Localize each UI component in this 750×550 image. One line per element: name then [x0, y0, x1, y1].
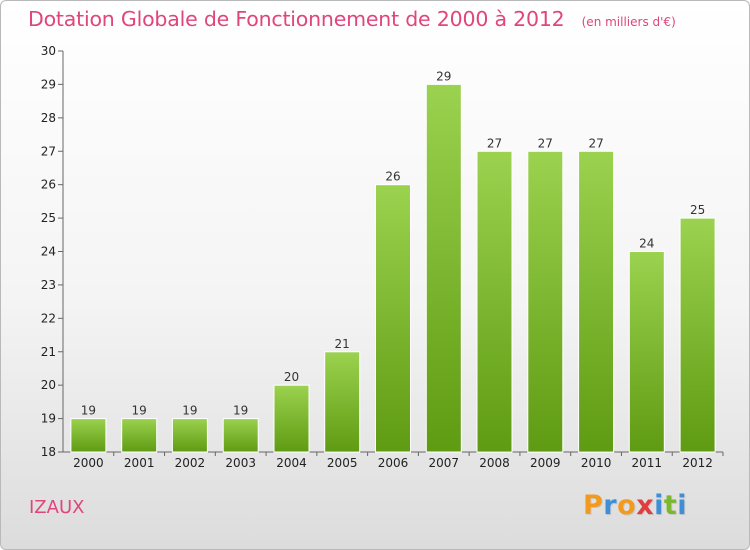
logo-letter: x [636, 490, 655, 521]
proxiti-logo: Proxiti [583, 490, 687, 521]
y-tick-label: 18 [41, 445, 56, 459]
chart-bars [70, 83, 716, 453]
y-tick-label: 30 [41, 44, 56, 58]
x-tick-label: 2010 [581, 456, 612, 470]
data-label: 29 [436, 69, 451, 83]
data-label: 26 [385, 170, 400, 184]
x-tick-label: 2007 [429, 456, 460, 470]
data-label: 19 [132, 404, 147, 418]
bar [578, 150, 615, 453]
data-label: 25 [690, 203, 705, 217]
y-tick-label: 23 [41, 278, 56, 292]
x-tick-label: 2011 [632, 456, 663, 470]
y-tick-label: 19 [41, 412, 56, 426]
chart-axes: 18 19 20 21 22 23 24 25 26 27 28 29 30 [41, 44, 724, 459]
y-tick-label: 27 [41, 144, 56, 158]
logo-letter: i [677, 490, 688, 521]
logo-letter: P [583, 490, 604, 521]
data-label: 27 [538, 136, 553, 150]
bar [222, 418, 259, 453]
y-tick-label: 29 [41, 77, 56, 91]
y-tick-label: 22 [41, 311, 56, 325]
x-tick-label: 2003 [225, 456, 256, 470]
data-label: 20 [284, 370, 299, 384]
bar [273, 384, 310, 453]
data-label: 19 [233, 404, 248, 418]
x-tick-label: 2005 [327, 456, 358, 470]
x-tick-label: 2009 [530, 456, 561, 470]
bar [679, 217, 716, 453]
x-tick-label: 2008 [479, 456, 510, 470]
bar [121, 418, 158, 453]
data-label: 27 [588, 136, 603, 150]
chart-labels: 2000 19 2001 19 2002 19 2003 19 2004 20 2005 21 2006… [73, 69, 713, 470]
bar [375, 184, 411, 453]
y-tick-label: 21 [41, 345, 56, 359]
chart-title-row: Dotation Globale de Fonctionnement de 20… [28, 7, 676, 31]
bar [527, 150, 564, 453]
logo-letter: o [617, 490, 637, 521]
x-tick-label: 2002 [175, 456, 206, 470]
x-tick-label: 2001 [124, 456, 155, 470]
data-label: 19 [182, 404, 197, 418]
logo-letter: i [654, 490, 664, 521]
bar [425, 83, 462, 453]
x-tick-label: 2006 [378, 456, 409, 470]
place-name: IZAUX [29, 497, 85, 518]
data-label: 19 [81, 404, 96, 418]
bar [476, 150, 513, 453]
x-tick-label: 2000 [73, 456, 104, 470]
chart-subtitle: (en milliers d'€) [581, 15, 676, 29]
data-label: 24 [639, 237, 654, 251]
bar [70, 418, 107, 453]
y-tick-label: 20 [41, 378, 56, 392]
logo-letter: t [663, 490, 678, 521]
x-tick-label: 2012 [682, 456, 713, 470]
data-label: 27 [487, 136, 502, 150]
y-tick-label: 26 [41, 178, 56, 192]
x-tick-label: 2004 [276, 456, 307, 470]
data-label: 21 [335, 337, 350, 351]
bar [324, 351, 361, 453]
y-tick-label: 28 [41, 111, 56, 125]
bar [171, 418, 208, 453]
y-tick-label: 25 [41, 211, 56, 225]
bar [628, 251, 665, 453]
chart-title: Dotation Globale de Fonctionnement de 20… [28, 7, 565, 31]
y-tick-label: 24 [41, 245, 56, 259]
logo-letter: r [603, 490, 618, 521]
